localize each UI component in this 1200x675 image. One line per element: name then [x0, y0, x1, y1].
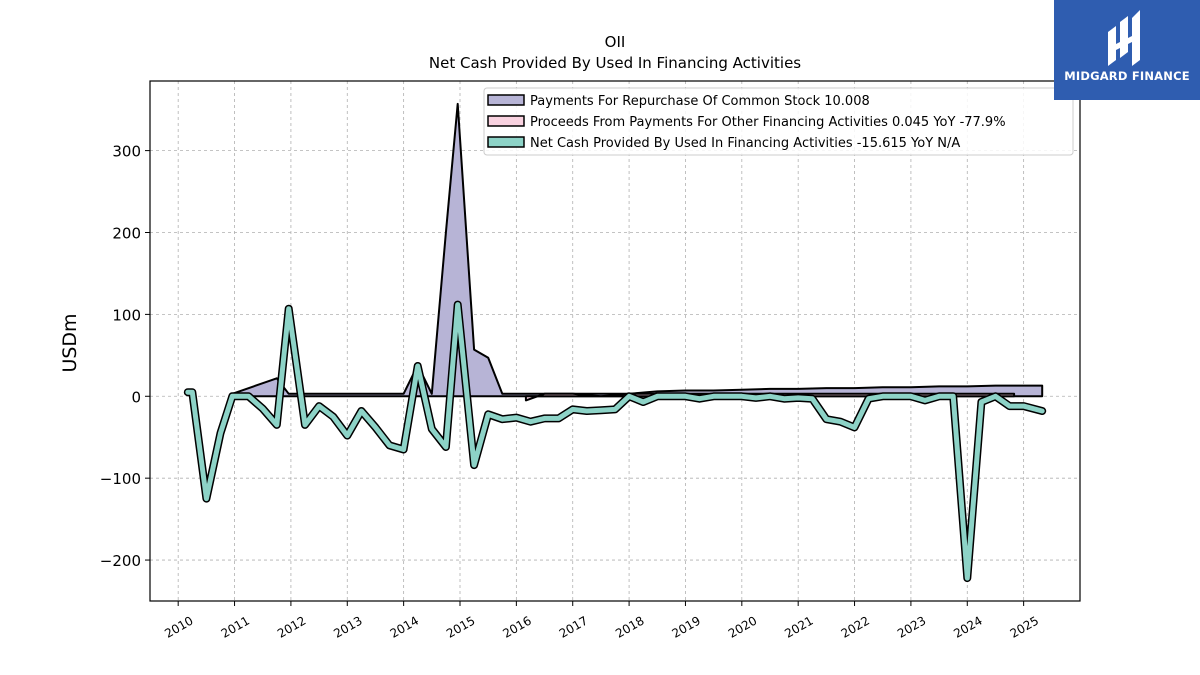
legend-label-1: Proceeds From Payments For Other Financi…: [530, 115, 1006, 130]
x-tick-label: 2022: [839, 613, 872, 640]
x-tick-label: 2024: [951, 613, 984, 640]
legend-label-2: Net Cash Provided By Used In Financing A…: [530, 136, 960, 151]
legend-swatch-1: [488, 116, 524, 126]
y-axis-label: USDm: [59, 313, 81, 372]
x-tick-label: 2016: [500, 613, 533, 640]
y-tick-label: 100: [112, 306, 141, 324]
y-tick-label: 300: [112, 143, 141, 161]
series-line-2: [188, 305, 1042, 578]
y-tick-label: 0: [131, 388, 141, 406]
x-tick-label: 2019: [670, 613, 703, 640]
legend: Payments For Repurchase Of Common Stock …: [484, 88, 1073, 155]
y-tick-label: −100: [100, 470, 141, 488]
y-tick-label: −200: [100, 552, 141, 570]
x-tick-label: 2014: [388, 613, 421, 640]
x-tick-label: 2017: [557, 613, 590, 640]
x-tick-label: 2015: [444, 613, 477, 640]
x-tick-label: 2013: [331, 613, 364, 640]
chart-title: Net Cash Provided By Used In Financing A…: [429, 54, 801, 72]
chart-ticker: OII: [605, 33, 626, 51]
x-tick-label: 2025: [1008, 613, 1041, 640]
x-tick-label: 2020: [726, 613, 759, 640]
legend-label-0: Payments For Repurchase Of Common Stock …: [530, 94, 870, 109]
y-tick-label: 200: [112, 224, 141, 242]
logo-mark-icon: [1102, 8, 1152, 68]
brand-logo: MIDGARD FINANCE: [1054, 0, 1200, 100]
x-tick-label: 2023: [895, 613, 928, 640]
x-tick-label: 2010: [162, 613, 195, 640]
logo-text: MIDGARD FINANCE: [1054, 69, 1200, 83]
x-tick-label: 2021: [782, 613, 815, 640]
series-layer: [188, 104, 1042, 578]
x-tick-label: 2018: [613, 613, 646, 640]
chart-svg: OII Net Cash Provided By Used In Financi…: [0, 0, 1200, 675]
legend-swatch-2: [488, 137, 524, 147]
x-tick-label: 2012: [275, 613, 308, 640]
x-tick-label: 2011: [219, 613, 252, 640]
legend-swatch-0: [488, 95, 524, 105]
series-line-outline-2: [188, 305, 1042, 578]
